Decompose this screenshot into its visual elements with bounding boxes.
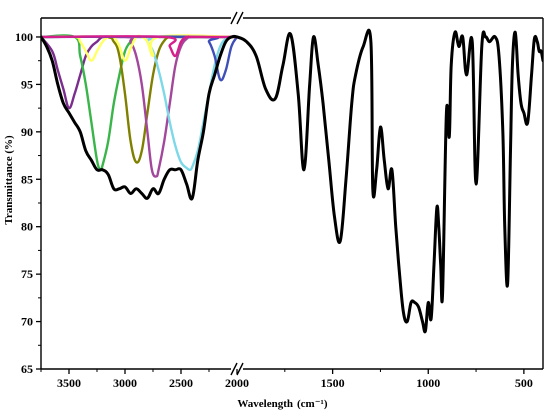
y-tick-label-100: 100 <box>15 30 33 44</box>
y-axis-ticks: 65 70 75 80 85 90 95 100 <box>15 30 41 376</box>
x-tick-label-3500: 3500 <box>57 376 81 390</box>
y-tick-label-95: 95 <box>21 77 33 91</box>
x-axis-title-text: Wavelength <box>237 398 293 410</box>
y-tick-label-70: 70 <box>21 315 33 329</box>
y-tick-label-90: 90 <box>21 125 33 139</box>
axis-break-mark <box>230 11 244 376</box>
component-curve-6 <box>41 34 239 62</box>
break-slash-1-0 <box>230 362 238 376</box>
x-tick-label-3000: 3000 <box>113 376 137 390</box>
y-tick-label-85: 85 <box>21 172 33 186</box>
break-slash-1-1 <box>236 362 244 376</box>
plot-frame <box>40 17 544 370</box>
x-tick-label-1000: 1000 <box>416 376 440 390</box>
component-curve-8 <box>41 35 239 58</box>
plot-area <box>41 28 543 334</box>
break-slash-0-0 <box>230 11 238 25</box>
x-tick-label-2500: 2500 <box>169 376 193 390</box>
x-tick-label-1500: 1500 <box>321 376 345 390</box>
y-tick-label-80: 80 <box>21 220 33 234</box>
transmittance-curve <box>41 28 543 334</box>
y-axis-title: Transmittance (%) <box>3 135 15 225</box>
transmittance-curve-group <box>41 28 543 334</box>
x-axis-title: Wavelength (cm⁻¹) <box>237 398 327 410</box>
y-tick-label-65: 65 <box>21 362 33 376</box>
x-axis-title-unit: (cm⁻¹) <box>297 398 328 410</box>
x-tick-label-2000: 2000 <box>225 376 249 390</box>
y-tick-label-75: 75 <box>21 267 33 281</box>
fitted-component-curves <box>41 34 239 178</box>
break-slash-0-1 <box>236 11 244 25</box>
x-tick-label-500: 500 <box>515 376 533 390</box>
x-axis-ticks: 3500 3000 2500 2000 1500 1000 500 <box>40 369 533 390</box>
